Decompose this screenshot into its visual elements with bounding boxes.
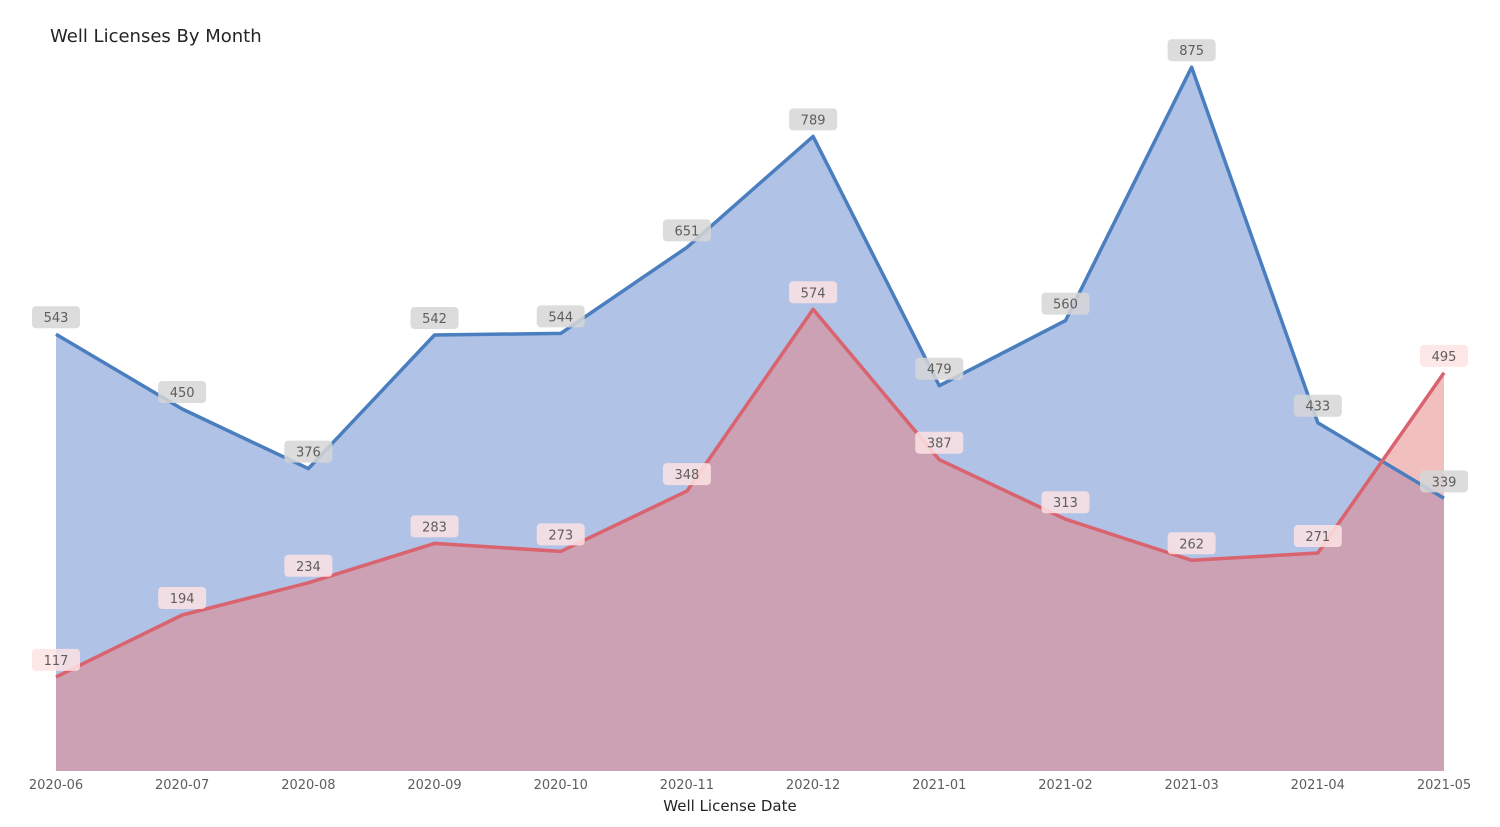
data-label: 450 — [158, 381, 207, 404]
data-label-background — [1420, 470, 1468, 493]
data-label: 387 — [915, 431, 964, 454]
data-label: 651 — [662, 219, 711, 242]
data-label-text: 789 — [801, 113, 826, 128]
data-label-background — [158, 381, 207, 404]
x-tick-label: 2020-08 — [281, 778, 335, 793]
data-label-background — [284, 554, 333, 577]
data-label: 542 — [410, 307, 459, 330]
data-label-background — [32, 306, 80, 329]
data-label-background — [915, 431, 964, 454]
data-label-text: 283 — [422, 520, 447, 535]
series-2-area — [56, 309, 1444, 771]
data-label-background — [32, 648, 80, 671]
chart-title: Well Licenses By Month — [50, 26, 262, 47]
data-label-background — [158, 586, 207, 609]
data-label-background — [1167, 532, 1216, 555]
x-tick-label: 2021-03 — [1164, 778, 1218, 793]
data-label-text: 271 — [1305, 530, 1330, 545]
data-label-background — [1293, 394, 1342, 417]
data-label: 560 — [1041, 292, 1090, 315]
x-tick-label: 2020-09 — [407, 778, 461, 793]
data-label: 433 — [1293, 394, 1342, 417]
data-label-text: 543 — [44, 311, 69, 326]
data-label: 283 — [410, 515, 459, 538]
data-label: 574 — [789, 281, 838, 304]
x-tick-label: 2021-01 — [912, 778, 966, 793]
data-label-text: 348 — [674, 468, 699, 483]
x-tick-label: 2020-06 — [29, 778, 83, 793]
data-label-background — [284, 440, 333, 463]
data-label-background — [410, 307, 459, 330]
x-tick-label: 2021-05 — [1417, 778, 1471, 793]
data-label: 313 — [1041, 491, 1090, 514]
data-label-text: 495 — [1432, 350, 1457, 365]
data-label-text: 574 — [801, 286, 826, 301]
x-tick-label: 2021-02 — [1038, 778, 1092, 793]
data-label: 117 — [32, 648, 80, 671]
data-label-text: 376 — [296, 446, 321, 461]
data-label-text: 262 — [1179, 537, 1204, 552]
x-tick-label: 2021-04 — [1291, 778, 1345, 793]
data-label: 875 — [1167, 39, 1216, 62]
data-label: 495 — [1420, 344, 1468, 367]
x-tick-label: 2020-07 — [155, 778, 209, 793]
data-label-background — [410, 515, 459, 538]
data-label-text: 313 — [1053, 496, 1078, 511]
data-label: 273 — [536, 523, 585, 546]
data-label-text: 875 — [1179, 44, 1204, 59]
series-2-line — [55, 307, 1446, 679]
data-label-text: 651 — [674, 224, 699, 239]
data-label-background — [915, 357, 964, 380]
data-label-background — [1041, 292, 1090, 315]
data-label-text: 234 — [296, 560, 321, 575]
data-label-background — [536, 523, 585, 546]
x-axis-title: Well License Date — [663, 797, 796, 815]
data-label-text: 560 — [1053, 298, 1078, 313]
data-label-background — [536, 305, 585, 328]
x-tick-label: 2020-10 — [534, 778, 588, 793]
data-label-text: 542 — [422, 312, 447, 327]
data-label: 348 — [662, 463, 711, 486]
data-label: 262 — [1167, 532, 1216, 555]
data-label-text: 433 — [1305, 400, 1330, 415]
data-label-text: 450 — [170, 386, 195, 401]
series-areas — [56, 67, 1444, 771]
data-labels: 543 450 376 542 544 651 789 479 560 875 433 339 117 1… — [32, 39, 1468, 671]
data-label-background — [1041, 491, 1090, 514]
data-label-background — [662, 219, 711, 242]
data-label: 543 — [32, 306, 80, 329]
data-label: 271 — [1293, 525, 1342, 548]
data-label: 789 — [789, 108, 838, 131]
x-tick-label: 2020-12 — [786, 778, 840, 793]
data-label-text: 194 — [170, 592, 195, 607]
data-label-background — [1293, 525, 1342, 548]
data-label: 234 — [284, 554, 333, 577]
data-label: 339 — [1420, 470, 1468, 493]
data-label: 479 — [915, 357, 964, 380]
data-label-background — [789, 108, 838, 131]
data-label-text: 387 — [927, 437, 952, 452]
data-label-background — [789, 281, 838, 304]
x-axis: 2020-06 2020-07 2020-08 2020-09 2020-10 2020-… — [29, 778, 1471, 793]
data-label: 544 — [536, 305, 585, 328]
data-label-background — [1167, 39, 1216, 62]
data-label: 194 — [158, 586, 207, 609]
data-label-text: 273 — [548, 528, 573, 543]
data-label-text: 339 — [1432, 475, 1457, 490]
x-tick-label: 2020-11 — [660, 778, 714, 793]
data-label: 376 — [284, 440, 333, 463]
data-label-text: 117 — [44, 654, 69, 669]
data-label-background — [1420, 344, 1468, 367]
data-label-text: 479 — [927, 363, 952, 378]
data-label-background — [662, 463, 711, 486]
data-label-text: 544 — [548, 310, 573, 325]
